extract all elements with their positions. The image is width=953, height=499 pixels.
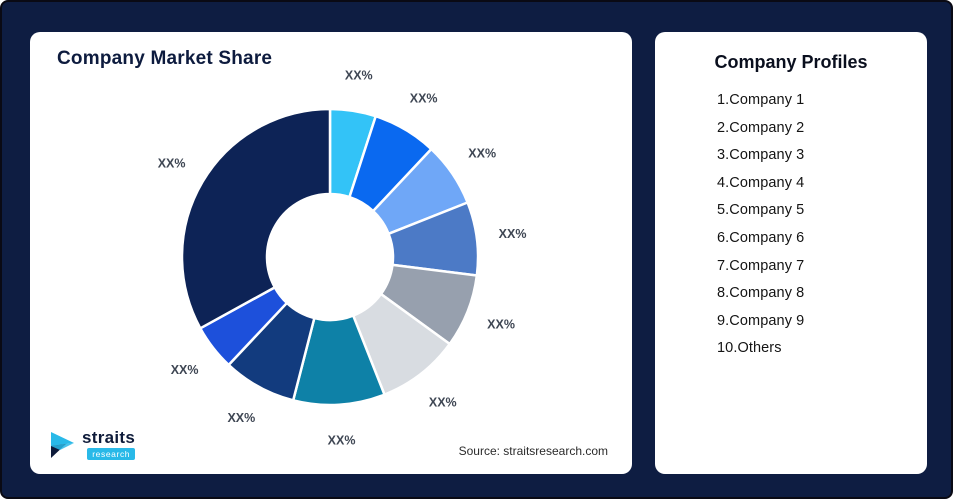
straits-research-logo: straits research bbox=[50, 428, 136, 460]
donut-chart: XX% XX% XX% XX% XX% XX% XX% XX% XX% XX% bbox=[158, 68, 527, 448]
profile-list-item: 1.Company 1 bbox=[717, 92, 805, 108]
logo-text: straits research bbox=[82, 428, 136, 460]
profile-list-item: 6.Company 6 bbox=[717, 229, 805, 246]
chart-title: Company Market Share bbox=[57, 48, 273, 69]
profile-list-item: 7.Company 7 bbox=[717, 257, 805, 274]
profiles-title: Company Profiles bbox=[714, 52, 868, 72]
logo-sub: research bbox=[87, 448, 136, 460]
slice-label: XX% bbox=[429, 395, 457, 409]
source-attribution: Source: straitsresearch.com bbox=[458, 444, 608, 458]
logo-brand: straits bbox=[82, 428, 136, 447]
slice-label: XX% bbox=[171, 363, 199, 377]
profile-list-item: 10.Others bbox=[717, 340, 782, 357]
profile-list-item: 2.Company 2 bbox=[717, 119, 805, 136]
profile-list-item: 4.Company 4 bbox=[717, 174, 805, 191]
slice-label: XX% bbox=[410, 92, 438, 106]
slice-label: XX% bbox=[158, 156, 186, 170]
slice-label: XX% bbox=[328, 434, 356, 448]
slice-label: XX% bbox=[487, 318, 515, 332]
profile-list-item: 8.Company 8 bbox=[717, 285, 805, 302]
company-profiles-card: Company Profiles 1.Company 1 2.Company 2… bbox=[655, 32, 927, 474]
profiles-list: 1.Company 1 2.Company 2 3.Company 3 4.Co… bbox=[655, 87, 927, 363]
slice-label: XX% bbox=[499, 227, 527, 241]
straits-logo-icon bbox=[51, 431, 74, 458]
slice-label: XX% bbox=[345, 68, 373, 82]
donut-segment-10 bbox=[180, 107, 332, 330]
slice-label: XX% bbox=[227, 411, 255, 425]
profile-list-item: 5.Company 5 bbox=[717, 202, 805, 219]
slice-label: XX% bbox=[468, 147, 496, 161]
market-share-card: Company Market Share XX% XX% XX% XX% XX% XX% X… bbox=[30, 32, 632, 474]
profile-list-item: 3.Company 3 bbox=[717, 147, 805, 164]
profile-list-item: 9.Company 9 bbox=[717, 312, 805, 329]
